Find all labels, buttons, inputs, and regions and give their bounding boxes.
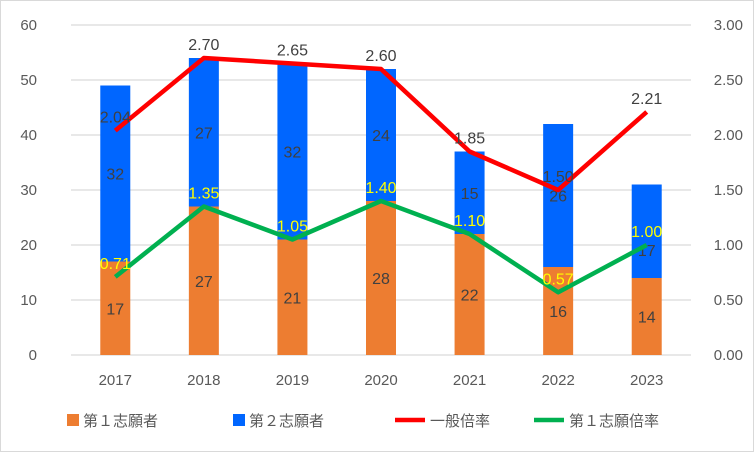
bar-data-label: 32 (106, 167, 124, 184)
x-axis-tick: 2019 (276, 372, 309, 389)
left-axis-tick: 0 (29, 347, 37, 364)
x-axis-tick: 2023 (630, 372, 663, 389)
line-data-label: 1.40 (365, 180, 396, 197)
right-axis-tick: 1.50 (714, 182, 743, 199)
legend-swatch (233, 414, 245, 426)
line-data-label: 2.60 (365, 48, 396, 65)
right-axis-tick: 2.50 (714, 72, 743, 89)
right-axis-tick: 3.00 (714, 17, 743, 34)
bar-data-label: 26 (549, 189, 567, 206)
bar-data-label: 21 (284, 290, 302, 307)
bar-segment (543, 124, 574, 267)
left-axis-tick: 50 (20, 72, 37, 89)
line-data-label: 2.65 (277, 43, 308, 60)
x-axis-tick: 2020 (364, 372, 397, 389)
legend-label: 一般倍率 (430, 413, 490, 430)
line-data-label: 1.10 (454, 213, 485, 230)
bar-segment (100, 261, 131, 355)
legend-swatch (67, 414, 79, 426)
right-axis-tick: 1.00 (714, 237, 743, 254)
line-data-label: 2.70 (188, 37, 219, 54)
x-axis-tick: 2018 (187, 372, 220, 389)
x-axis-tick: 2022 (541, 372, 574, 389)
bar-segment (277, 63, 308, 240)
left-axis-tick: 30 (20, 182, 37, 199)
bar-segment (366, 201, 396, 355)
line-data-label: 0.71 (100, 256, 131, 273)
bar-data-label: 24 (372, 128, 390, 145)
legend-label: 第１志願者 (83, 412, 158, 430)
line-data-label: 2.04 (100, 110, 131, 127)
bar-segment (100, 85, 131, 262)
bar-segment (543, 267, 574, 355)
bar-data-label: 27 (195, 274, 213, 291)
left-axis-tick: 20 (20, 237, 37, 254)
legend-label: 第２志願者 (249, 412, 324, 430)
bar-segment (277, 239, 308, 355)
bar-data-label: 22 (461, 288, 479, 305)
legend-label: 第１志願倍率 (569, 412, 659, 430)
bar-segment (188, 58, 219, 207)
line-series (113, 198, 648, 295)
bar-segment (188, 206, 219, 355)
right-axis-tick: 0.50 (714, 292, 743, 309)
line-data-label: 2.21 (631, 91, 662, 108)
line-series (113, 55, 649, 193)
bar-data-label: 27 (195, 125, 213, 142)
line-data-label: 1.05 (277, 219, 308, 236)
line-data-label: 0.57 (543, 271, 574, 288)
x-axis-tick: 2021 (453, 372, 486, 389)
bar-segment (366, 69, 396, 201)
left-axis-tick: 40 (20, 127, 37, 144)
bar-segment (454, 234, 485, 355)
line-data-label: 1.50 (543, 169, 574, 186)
bar-data-label: 16 (549, 304, 567, 321)
x-axis-tick: 2017 (99, 372, 132, 389)
line-data-label: 1.35 (188, 186, 219, 203)
right-axis-tick: 0.00 (714, 347, 743, 364)
bar-data-label: 17 (106, 301, 124, 318)
bar-data-label: 15 (461, 186, 479, 203)
line-data-label: 1.00 (631, 224, 662, 241)
bar-data-label: 32 (284, 145, 302, 162)
bar-data-label: 28 (372, 271, 390, 288)
bar-segment (454, 151, 485, 234)
right-axis-tick: 2.00 (714, 127, 743, 144)
left-axis-tick: 60 (20, 17, 37, 34)
bar-segment (631, 184, 662, 278)
bar-segment (631, 278, 662, 355)
line-data-label: 1.85 (454, 131, 485, 148)
bar-data-label: 14 (638, 310, 656, 327)
left-axis-tick: 10 (20, 292, 37, 309)
